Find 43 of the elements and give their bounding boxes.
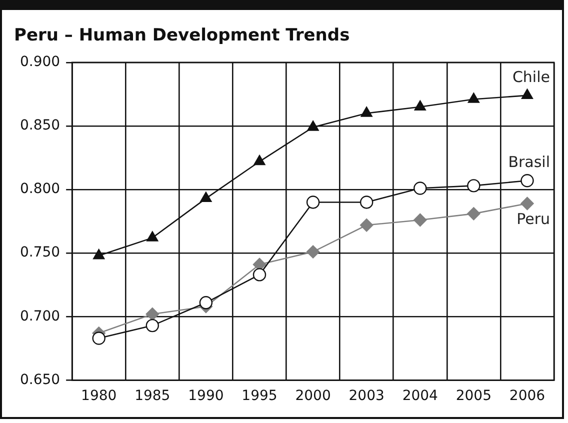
point [252,268,266,282]
point [414,213,427,227]
point [414,100,426,110]
point [146,231,158,242]
point [200,192,212,202]
y-tick-label: 0.800 [20,181,60,198]
point [146,308,159,321]
point [306,245,320,258]
point [467,207,480,220]
point [360,196,374,209]
point [146,318,159,332]
x-tick-label: 2005 [456,388,492,404]
point [467,179,480,192]
point [199,296,213,310]
y-tick-label: 0.700 [20,308,60,324]
point [93,249,105,260]
point [521,88,534,100]
point [92,332,106,345]
x-tick-label: 2004 [402,388,438,404]
chart-title: Peru – Human Development Trends [14,26,350,46]
point [307,120,319,131]
x-tick-label: 2003 [348,388,384,404]
point [360,218,374,232]
point [520,196,534,210]
y-tick-label: 0.650 [20,372,60,388]
y-tick-label: 0.900 [20,54,60,70]
series-label: Brasil [508,153,550,172]
point [414,182,427,195]
point [468,92,480,103]
point [360,106,372,117]
series-label: Chile [512,68,550,86]
point [520,174,534,188]
series-label: Peru [516,210,550,228]
point [254,154,266,166]
x-tick-label: 1995 [242,388,278,404]
point [306,196,320,209]
x-tick-label: 2006 [509,388,546,404]
x-tick-label: 1980 [81,388,117,404]
y-tick-label: 0.750 [20,244,60,261]
x-tick-label: 2000 [295,388,331,404]
y-tick-label: 0.850 [20,118,60,134]
x-tick-label: 1990 [188,388,224,404]
x-tick-label: 1985 [134,388,170,404]
